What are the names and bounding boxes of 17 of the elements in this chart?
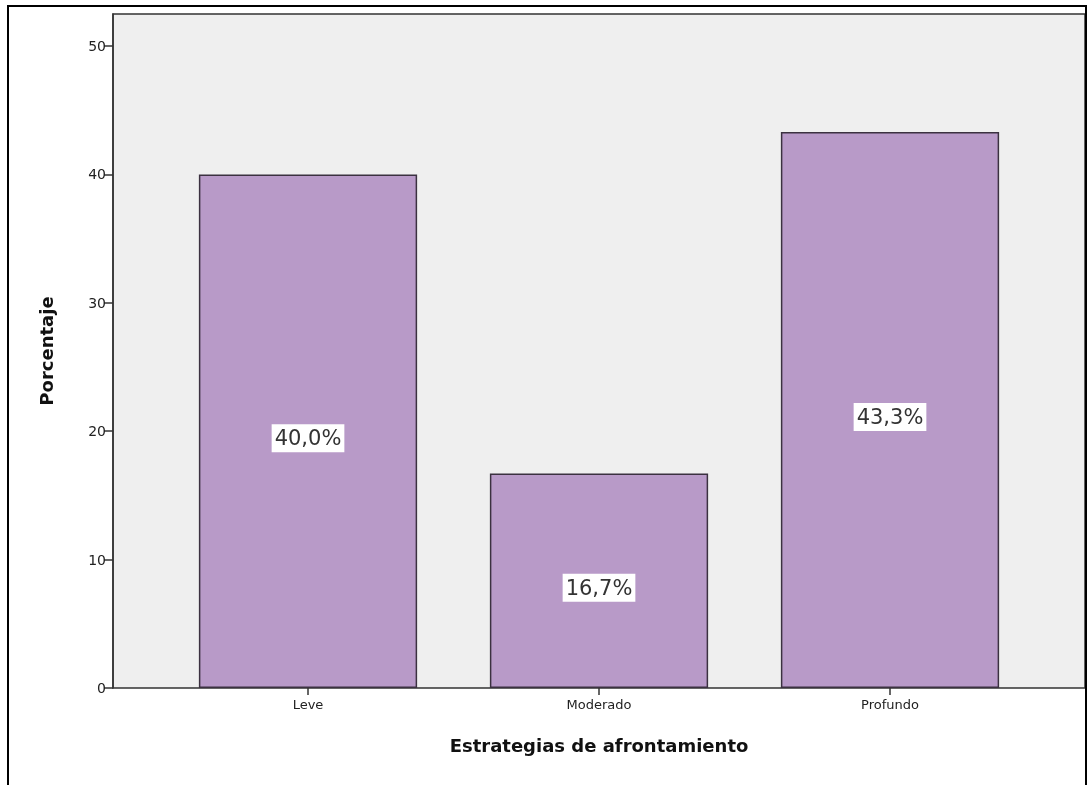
data-label: 16,7% <box>565 575 633 600</box>
y-axis-title: Porcentaje <box>35 296 57 406</box>
y-tick-label: 20 <box>88 423 106 440</box>
y-tick-label: 10 <box>88 551 106 568</box>
bar <box>780 132 1000 688</box>
x-tick-label: Leve <box>292 697 324 712</box>
y-tick-label: 40 <box>88 166 106 183</box>
y-tick-label: 50 <box>88 38 106 55</box>
y-tick-label: 0 <box>97 680 106 696</box>
x-tick-label: Profundo <box>861 697 919 712</box>
y-tick-label: 30 <box>88 294 106 311</box>
bar <box>489 473 709 688</box>
x-axis-title: Estrategias de afrontamiento <box>449 734 749 756</box>
bar <box>198 174 418 688</box>
data-label: 40,0% <box>274 426 342 451</box>
x-tick-label: Moderado <box>566 697 632 712</box>
data-label: 43,3% <box>856 405 924 430</box>
